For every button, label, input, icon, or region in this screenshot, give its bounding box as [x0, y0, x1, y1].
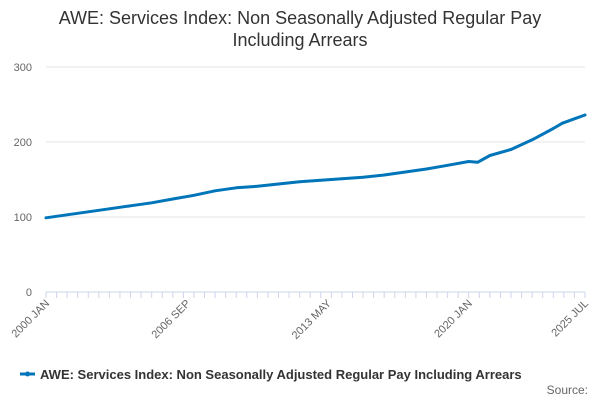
data-point[interactable] — [583, 113, 587, 117]
data-point[interactable] — [573, 117, 576, 121]
chart-title-line-1: AWE: Services Index: Non Seasonally Adju… — [59, 8, 542, 28]
data-point[interactable] — [509, 148, 513, 151]
data-point[interactable] — [44, 216, 48, 220]
data-point[interactable] — [234, 186, 238, 190]
legend[interactable]: AWE: Services Index: Non Seasonally Adju… — [20, 367, 522, 382]
y-tick-label: 0 — [26, 287, 32, 299]
x-tick-label: 2013 MAY — [290, 297, 335, 342]
x-tick-label: 2020 JAN — [432, 298, 475, 341]
data-point[interactable] — [298, 180, 302, 184]
data-point[interactable] — [340, 177, 344, 181]
data-point[interactable] — [530, 138, 534, 142]
data-point[interactable] — [560, 121, 564, 125]
data-point[interactable] — [213, 189, 217, 193]
data-point[interactable] — [171, 197, 175, 201]
grid-lines — [46, 66, 585, 218]
series-layer — [44, 113, 587, 220]
data-point[interactable] — [108, 207, 111, 211]
data-point[interactable] — [361, 175, 365, 179]
x-axis: 2000 JAN 2006 SEP 2013 MAY 2020 JAN 2025 JUL — [9, 291, 591, 342]
chart-title-line-2: Including Arrears — [232, 30, 367, 50]
data-point[interactable] — [403, 170, 407, 174]
y-tick-label: 300 — [14, 62, 32, 74]
data-point[interactable] — [192, 193, 196, 197]
data-point[interactable] — [150, 201, 154, 205]
data-point[interactable] — [255, 184, 259, 188]
data-point[interactable] — [86, 210, 90, 214]
legend-marker-icon — [25, 371, 30, 377]
x-tick-label: 2025 JUL — [549, 298, 591, 340]
data-point[interactable] — [551, 127, 555, 130]
data-point[interactable] — [65, 213, 69, 217]
data-point[interactable] — [488, 154, 492, 157]
data-point[interactable] — [382, 173, 386, 177]
data-point[interactable] — [319, 178, 323, 182]
y-tick-label: 100 — [14, 212, 32, 224]
legend-label: AWE: Services Index: Non Seasonally Adju… — [40, 367, 522, 382]
data-point[interactable] — [129, 204, 132, 208]
x-tick-label: 2006 SEP — [150, 298, 194, 342]
data-point[interactable] — [277, 182, 280, 186]
y-axis: 0 100 200 300 — [14, 62, 32, 299]
data-point[interactable] — [467, 160, 471, 163]
data-point[interactable] — [425, 167, 428, 171]
series-line[interactable] — [44, 113, 587, 220]
source-label: Source: — [547, 383, 588, 397]
x-tick-label: 2000 JAN — [9, 298, 52, 341]
y-tick-label: 200 — [14, 137, 32, 149]
data-point[interactable] — [446, 163, 450, 167]
data-point[interactable] — [476, 160, 479, 164]
